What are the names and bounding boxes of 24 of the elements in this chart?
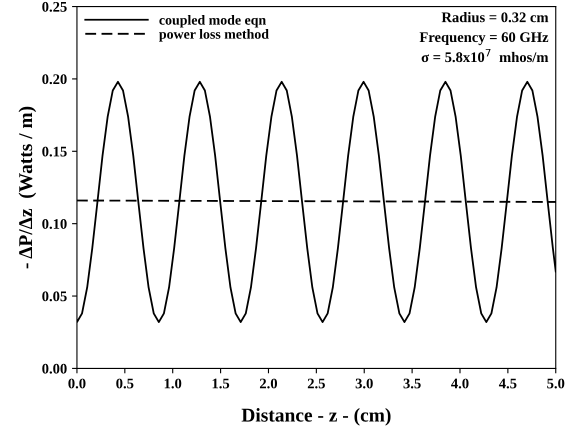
x-tick-label: 4.0 [451,378,469,388]
y-tick-label: 0.00 [42,364,67,374]
x-tick-label: 3.0 [356,378,373,388]
x-tick-label: 0.5 [116,378,134,388]
x-tick-label: 4.5 [498,378,516,388]
y-tick-label: 0.25 [42,2,67,12]
annotation: σ = 5.8x10$^{7}$ mhos/m [422,48,548,62]
x-tick-label: 1.0 [164,378,182,388]
x-tick-label: 1.5 [212,378,230,388]
x-tick-label: 5.0 [547,378,564,388]
x-tick-label: 0.0 [68,378,86,388]
y-tick-label: 0.15 [42,146,67,157]
annotation: Frequency = 60 GHz [420,32,548,46]
x-tick-label: 3.5 [404,378,421,388]
annotation: Radius = 0.32 cm [442,12,548,22]
y-tick-label: 0.20 [42,74,67,84]
y-tick-label: 0.05 [42,291,67,302]
x-tick-label: 2.5 [308,378,325,388]
x-tick-label: 2.0 [260,378,278,388]
y-axis-title: - ΔP/Δz (Watts / m) [18,106,36,268]
x-axis-title: Distance - z - (cm) [242,408,391,426]
legend-label: coupled mode eqn [159,14,266,28]
y-tick-label: 0.10 [42,219,67,229]
legend-label: power loss method [159,29,269,42]
